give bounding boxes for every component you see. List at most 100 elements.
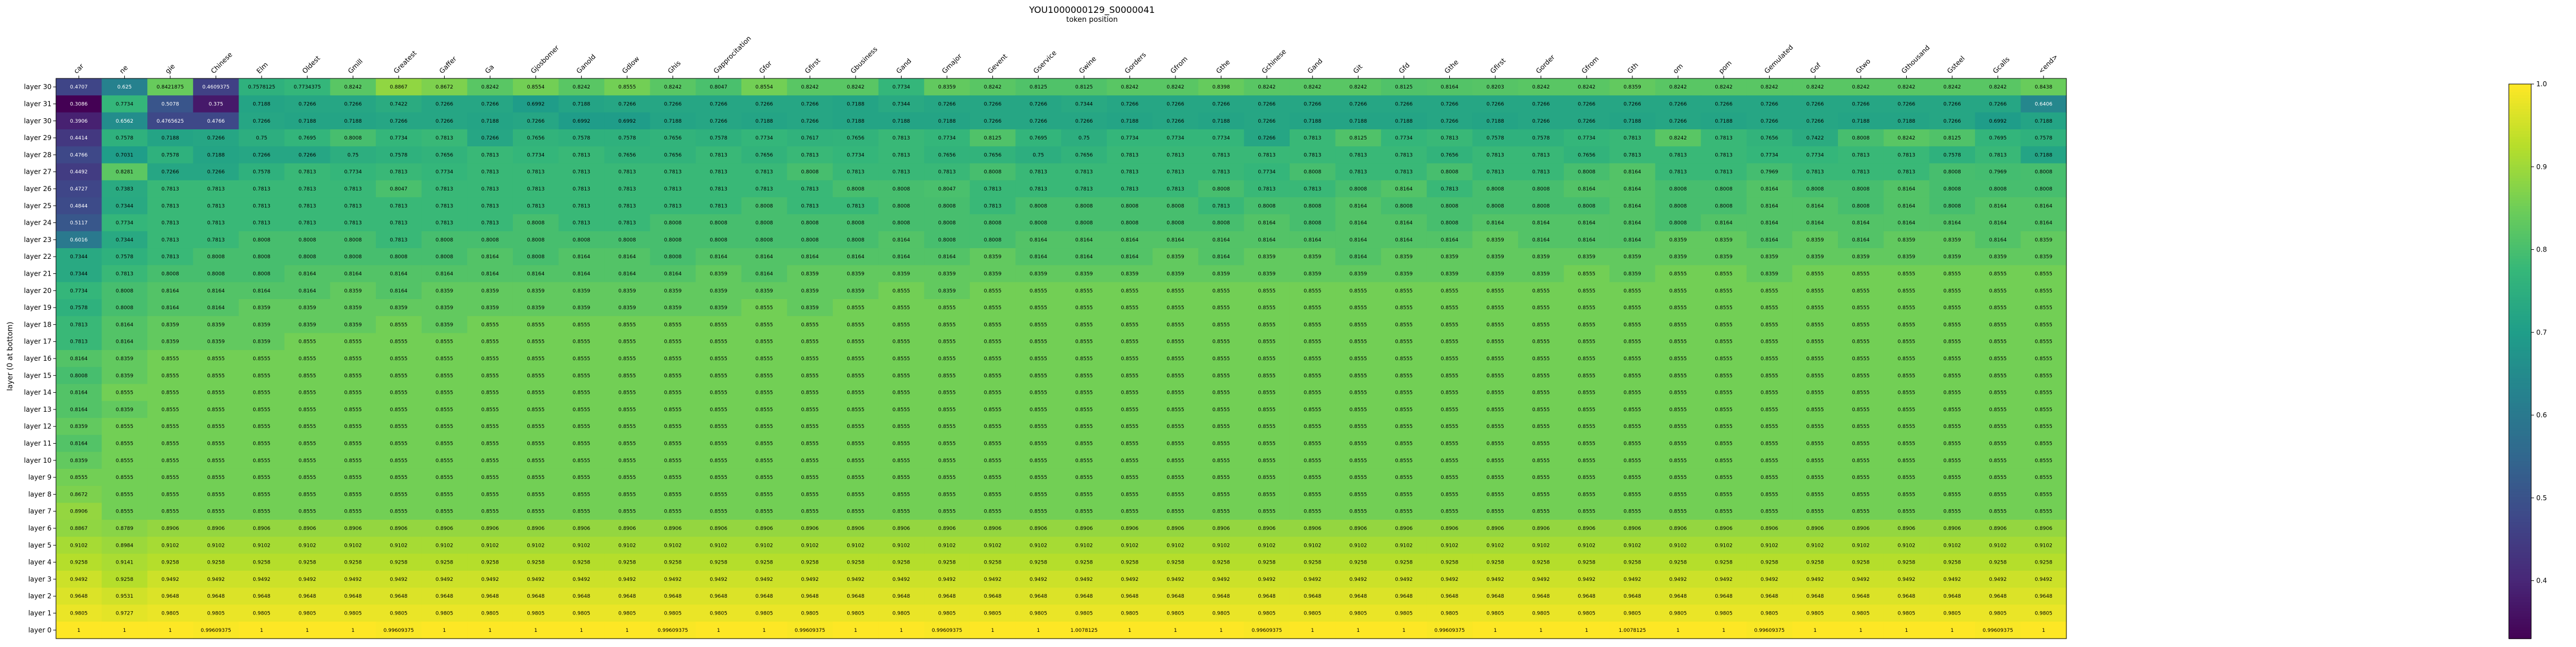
colorbar-segment: [2509, 345, 2531, 348]
heatmap-cell: [1655, 214, 1701, 232]
cell-value-label: 0.7266: [984, 119, 1002, 124]
cell-value-label: 0.8555: [984, 424, 1002, 430]
heatmap-cell: [512, 129, 559, 147]
heatmap-cell: [1518, 248, 1565, 266]
cell-value-label: 0.8555: [755, 424, 773, 430]
cell-value-label: 0.8164: [1807, 203, 1824, 209]
colorbar-segment: [2509, 591, 2531, 595]
cell-value-label: 0.9102: [1532, 543, 1550, 548]
heatmap-cell: [1426, 95, 1473, 113]
heatmap-cell: [1929, 95, 1976, 113]
heatmap-cell: [147, 129, 194, 147]
heatmap-cell: [1061, 265, 1108, 283]
colorbar-segment: [2509, 272, 2531, 276]
heatmap-cell: [467, 163, 514, 181]
cell-value-label: 0.7813: [1304, 187, 1322, 192]
cell-value-label: 0.8555: [1166, 509, 1184, 515]
cell-value-label: 0.8008: [938, 221, 956, 226]
heatmap-cell: [833, 350, 879, 367]
heatmap-cell: [1335, 333, 1382, 351]
colorbar-segment: [2509, 322, 2531, 326]
cell-value-label: 0.7266: [801, 119, 819, 124]
heatmap-cell: [2020, 333, 2067, 351]
cell-value-label: 0.8164: [481, 254, 499, 260]
cell-value-label: 0.8164: [161, 288, 179, 294]
cell-value-label: 0.8555: [1761, 407, 1779, 413]
cell-value-label: 0.8906: [1121, 526, 1139, 532]
cell-value-label: 0.9492: [893, 577, 911, 583]
colorbar-segment: [2509, 242, 2531, 245]
heatmap-cell: [56, 95, 102, 113]
cell-value-label: 0.8008: [344, 238, 362, 243]
cell-value-label: 0.8906: [298, 526, 316, 532]
cell-value-label: 0.7188: [1212, 119, 1230, 124]
heatmap-cell: [512, 299, 559, 316]
y-axis-label: layer (0 at bottom): [6, 322, 15, 391]
cell-value-label: 0.8555: [253, 441, 270, 447]
heatmap-cell: [1381, 146, 1427, 164]
heatmap-cell: [1198, 231, 1244, 249]
colorbar-segment: [2509, 361, 2531, 365]
heatmap-cell: [467, 316, 514, 334]
cell-value-label: 0.4609375: [202, 85, 230, 90]
heatmap-cell: [969, 214, 1016, 232]
cell-value-label: 0.7813: [481, 187, 499, 192]
cell-value-label: 0.8555: [1943, 271, 1961, 277]
cell-value-label: 0.99609375: [1252, 628, 1282, 634]
cell-value-label: 0.8555: [893, 339, 911, 345]
cell-value-label: 0.8555: [1532, 509, 1550, 515]
cell-value-label: 0.8906: [618, 526, 636, 532]
cell-value-label: 1.0078125: [1619, 628, 1646, 634]
cell-value-label: 0.8555: [481, 492, 499, 497]
cell-value-label: 0.8008: [984, 170, 1002, 175]
cell-value-label: 0.8555: [1395, 492, 1413, 497]
cell-value-label: 0.9648: [1898, 594, 1916, 599]
cell-value-label: 0.8555: [847, 424, 865, 430]
heatmap-cell: [1015, 146, 1062, 164]
cell-value-label: 0.8555: [664, 424, 682, 430]
cell-value-label: 0.8555: [1029, 509, 1047, 515]
cell-value-label: 0.7266: [1258, 101, 1276, 107]
cell-value-label: 0.8555: [481, 509, 499, 515]
cell-value-label: 0.8555: [390, 339, 408, 345]
heatmap-cell: [284, 129, 331, 147]
cell-value-label: 0.8359: [253, 305, 270, 311]
heatmap-cell: [1289, 214, 1336, 232]
colorbar-tick-label: 1.0: [2536, 80, 2547, 88]
cell-value-label: 0.9102: [1029, 543, 1047, 548]
cell-value-label: 0.8555: [1441, 441, 1459, 447]
colorbar-segment: [2509, 406, 2531, 409]
heatmap-cell: [1335, 197, 1382, 215]
cell-value-label: 0.7734375: [293, 85, 321, 90]
colorbar-segment: [2509, 552, 2531, 556]
heatmap-cell: [924, 248, 970, 266]
cell-value-label: 0.8164: [70, 407, 88, 413]
cell-value-label: 0.8164: [1212, 238, 1230, 243]
colorbar-segment: [2509, 359, 2531, 362]
heatmap-cell: [376, 95, 422, 113]
cell-value-label: 0.7266: [481, 101, 499, 107]
cell-value-label: 0.9102: [1761, 543, 1779, 548]
cell-value-label: 0.8555: [664, 509, 682, 515]
cell-value-label: 0.9258: [344, 560, 362, 566]
cell-value-label: 0.8008: [298, 238, 316, 243]
cell-value-label: 0.8906: [481, 526, 499, 532]
cell-value-label: 0.8906: [527, 526, 545, 532]
heatmap-cell: [1198, 129, 1244, 147]
cell-value-label: 0.8164: [1852, 238, 1870, 243]
heatmap-cell: [330, 112, 376, 130]
cell-value-label: 0.8008: [1166, 203, 1184, 209]
cell-value-label: 0.8555: [573, 339, 591, 345]
cell-value-label: 0.9102: [1075, 543, 1093, 548]
colorbar-segment: [2509, 303, 2531, 306]
cell-value-label: 0.8555: [1350, 339, 1368, 345]
colorbar-segment: [2509, 208, 2531, 212]
cell-value-label: 0.8555: [573, 509, 591, 515]
cell-value-label: 0.8555: [1486, 492, 1504, 497]
heatmap-cell: [1609, 95, 1656, 113]
heatmap-cell: [1838, 146, 1884, 164]
heatmap-cell: [696, 248, 742, 266]
cell-value-label: 0.8555: [1807, 271, 1824, 277]
cell-value-label: 0.8555: [1989, 390, 2007, 396]
heatmap-cell: [1198, 248, 1244, 266]
